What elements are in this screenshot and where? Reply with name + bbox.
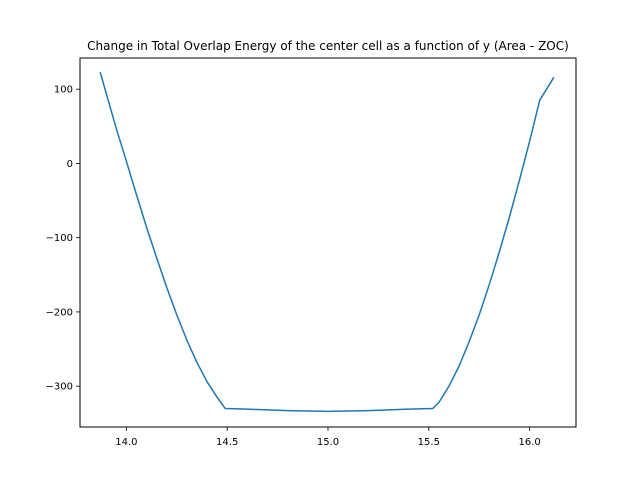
y-axis: 100 0 −100 −200 −300: [46, 85, 80, 393]
x-tick-label: 16.0: [518, 437, 540, 448]
axes-frame: [79, 57, 577, 428]
chart-title: Change in Total Overlap Energy of the ce…: [87, 39, 569, 53]
x-tick-label: 14.5: [216, 437, 238, 448]
x-tick-label: 15.5: [418, 437, 440, 448]
y-tick-label: −200: [46, 307, 73, 318]
x-tick-label: 15.0: [317, 437, 339, 448]
y-tick-label: −300: [46, 382, 73, 393]
y-tick-label: −100: [46, 233, 73, 244]
plot-area: [99, 71, 555, 413]
y-tick-label: 100: [54, 85, 73, 96]
x-axis: 14.0 14.5 15.0 15.5 16.0: [115, 427, 541, 448]
y-tick-label: 0: [67, 159, 73, 170]
x-tick-label: 14.0: [115, 437, 137, 448]
series-line-0: [99, 71, 555, 413]
